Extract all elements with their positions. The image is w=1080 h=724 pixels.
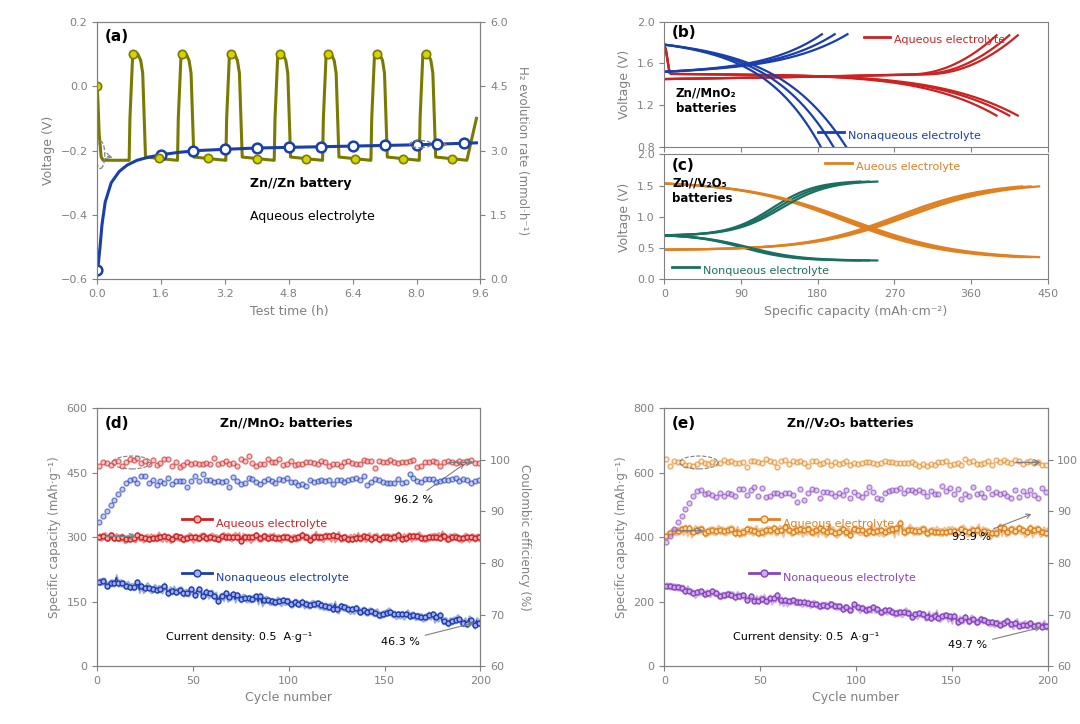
Text: Nonaqueous electrolyte: Nonaqueous electrolyte <box>848 130 982 140</box>
Text: 96.2 %: 96.2 % <box>394 464 463 505</box>
Text: (b): (b) <box>672 25 697 41</box>
Text: (a): (a) <box>105 30 129 44</box>
Text: Current density: 0.5  A·g⁻¹: Current density: 0.5 A·g⁻¹ <box>733 632 879 642</box>
Text: (c): (c) <box>672 158 694 173</box>
Text: Zn//MnO₂ batteries: Zn//MnO₂ batteries <box>220 416 352 429</box>
Y-axis label: Specific capacity (mAh·g⁻¹): Specific capacity (mAh·g⁻¹) <box>615 456 627 618</box>
Text: Aqueous electrolyte: Aqueous electrolyte <box>251 210 375 223</box>
Y-axis label: Voltage (V): Voltage (V) <box>619 50 632 119</box>
Text: (e): (e) <box>672 416 697 431</box>
X-axis label: Cycle number: Cycle number <box>812 691 900 704</box>
Y-axis label: Coulombic efficiency (%): Coulombic efficiency (%) <box>517 464 530 610</box>
Text: Zn//V₂O₅ batteries: Zn//V₂O₅ batteries <box>787 416 914 429</box>
Text: Aqueous electrolyte: Aqueous electrolyte <box>216 519 327 529</box>
Y-axis label: Voltage (V): Voltage (V) <box>42 116 55 185</box>
Text: 49.7 %: 49.7 % <box>948 626 1040 650</box>
X-axis label: Specific capacity (mAh·cm⁻²): Specific capacity (mAh·cm⁻²) <box>765 305 947 318</box>
Text: Current density: 0.5  A·g⁻¹: Current density: 0.5 A·g⁻¹ <box>166 632 312 642</box>
Text: Zn//MnO₂
batteries: Zn//MnO₂ batteries <box>676 87 737 115</box>
Y-axis label: Specific capacity (mAh·g⁻¹): Specific capacity (mAh·g⁻¹) <box>48 456 60 618</box>
Text: 46.3 %: 46.3 % <box>381 622 473 647</box>
Text: Aqueous electrolyte: Aqueous electrolyte <box>783 519 894 529</box>
Y-axis label: Voltage (V): Voltage (V) <box>619 182 632 251</box>
Text: Nonqueous electrolyte: Nonqueous electrolyte <box>703 266 828 276</box>
Text: 93.9 %: 93.9 % <box>951 514 1030 542</box>
Y-axis label: H₂ evolution rate (mmol·h⁻¹): H₂ evolution rate (mmol·h⁻¹) <box>516 66 529 235</box>
Text: Zn//Zn battery: Zn//Zn battery <box>251 177 352 190</box>
X-axis label: Cycle number: Cycle number <box>245 691 333 704</box>
Text: Aueous electrolyte: Aueous electrolyte <box>856 162 960 172</box>
X-axis label: Test time (h): Test time (h) <box>249 305 328 318</box>
Text: Nonaqueous electrolyte: Nonaqueous electrolyte <box>783 573 916 583</box>
Text: Aqueous electrolyte: Aqueous electrolyte <box>894 35 1005 46</box>
Text: Nonaqueous electrolyte: Nonaqueous electrolyte <box>216 573 349 583</box>
Text: Zn//V₂O₅
batteries: Zn//V₂O₅ batteries <box>672 177 732 205</box>
Text: (d): (d) <box>105 416 130 431</box>
